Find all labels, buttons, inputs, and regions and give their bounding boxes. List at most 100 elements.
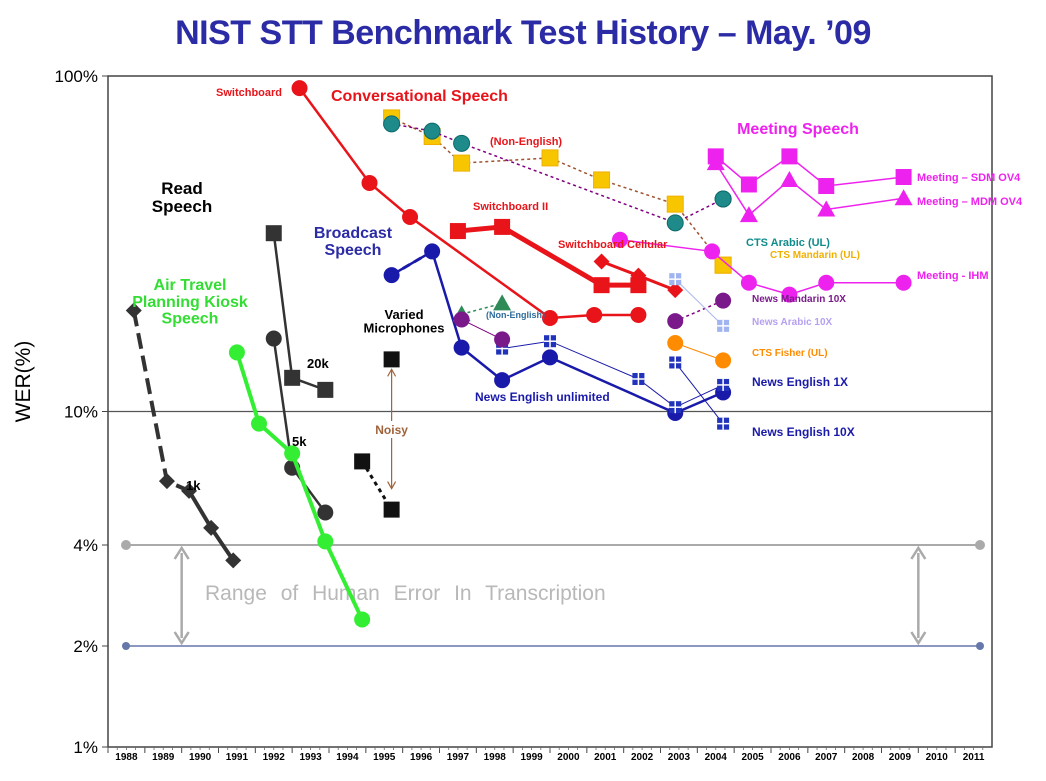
point-marker [453,339,470,356]
series-labels: 1k 5k 20k Switchboard Switchboard II Switchbo… [132,87,1023,493]
point-marker [317,381,334,398]
series-line [675,342,724,361]
point-marker [714,190,732,208]
point-marker [542,349,558,366]
point-marker [586,306,603,323]
x-tick-label: 2008 [852,752,875,763]
point-marker [667,313,684,330]
point-marker [402,208,419,225]
point-marker [354,453,371,470]
x-tick-label: 1989 [152,752,175,763]
series-news-arabic-10x [669,273,730,332]
point-marker [630,277,647,294]
point-marker [383,115,401,133]
point-marker [611,231,628,248]
series-line [674,362,724,424]
human-error-dot [976,642,984,651]
x-tick-label: 1997 [447,752,470,763]
x-tick-label: 2002 [631,752,654,763]
x-tick-label: 2001 [594,752,617,763]
category-label-line: Microphones [364,321,445,336]
point-marker [203,519,220,536]
series-label: 5k [292,434,307,449]
human-error-dot [122,642,130,651]
point-marker [706,154,725,171]
point-marker [740,176,757,193]
series-cts-mandarin-ul- [714,256,732,274]
point-marker [453,311,470,328]
series-broadcast-non-english-purple [453,311,511,348]
point-marker [225,552,242,569]
series-label: Switchboard II [473,201,548,213]
series-varied-microphones-noisy [354,453,400,518]
category-label-line: Speech [152,197,212,216]
series-line [360,460,393,511]
category-label-line: Meeting Speech [737,121,859,138]
series-cts-arabic-ul- [714,190,732,208]
x-tick-label: 2007 [815,752,838,763]
point-marker [714,256,732,274]
series-label: CTS Mandarin (UL) [770,250,860,261]
point-marker [740,274,757,291]
point-marker [667,335,684,352]
annotation-arrowhead [387,368,397,377]
point-marker [284,445,301,462]
series-cts-fisher-ul- [667,335,732,369]
point-marker [317,533,334,550]
annotation-arrowhead [387,481,397,490]
x-tick-label: 2004 [705,752,728,763]
point-marker [781,286,798,303]
point-marker [818,178,835,195]
x-tick-label: 1993 [299,752,322,763]
y-tick-label: 4% [73,536,98,555]
category-label-conversational: Conversational Speech [331,88,508,105]
category-label-line: Varied [384,307,423,322]
point-marker [317,504,334,521]
point-marker [158,473,175,490]
point-marker [423,122,441,140]
point-marker [593,171,611,189]
series-label: 20k [307,356,329,371]
point-marker [704,243,721,260]
point-marker [781,148,798,165]
x-tick-label: 1995 [373,752,396,763]
category-label-line: Speech [325,242,382,259]
point-marker [251,415,268,432]
series-label: CTS Arabic (UL) [746,237,830,249]
point-marker [630,306,647,323]
series-read-20k [265,225,334,398]
category-label-line: Air Travel [154,277,227,294]
category-label-broadcast: Broadcast Speech [314,225,393,259]
x-tick-label: 1998 [484,752,507,763]
category-label-line: Speech [162,311,219,328]
series-label: CTS Fisher (UL) [752,348,828,359]
x-tick-label: 2010 [926,752,949,763]
point-marker [265,225,282,242]
category-label-air: Air Travel Planning Kiosk Speech [132,277,248,328]
human-error-dot [121,540,131,551]
x-tick-label: 1988 [115,752,138,763]
x-tick-label: 1991 [226,752,249,763]
category-label-line: Read [161,179,203,198]
series-label: 1k [186,478,201,493]
series-label: News Mandarin 10X [752,294,846,305]
point-marker [780,170,799,187]
y-tick-label: 1% [73,738,98,757]
category-label-read: Read Speech [152,179,212,216]
series-label: News English 1X [752,375,848,389]
point-marker [361,174,378,191]
point-marker [593,277,610,294]
series-news-mandarin-10x [667,292,732,330]
category-label-meeting: Meeting Speech [737,121,859,138]
point-marker [739,206,758,223]
series-label: Switchboard Cellular [558,239,668,251]
point-marker [667,282,684,299]
point-marker [291,80,308,97]
point-marker [666,195,684,213]
point-marker [666,214,684,232]
series-read-1k [125,302,242,569]
x-tick-label: 2003 [668,752,691,763]
point-marker [817,200,836,217]
point-marker [494,331,511,348]
series-broadcast-dashed [390,250,433,277]
